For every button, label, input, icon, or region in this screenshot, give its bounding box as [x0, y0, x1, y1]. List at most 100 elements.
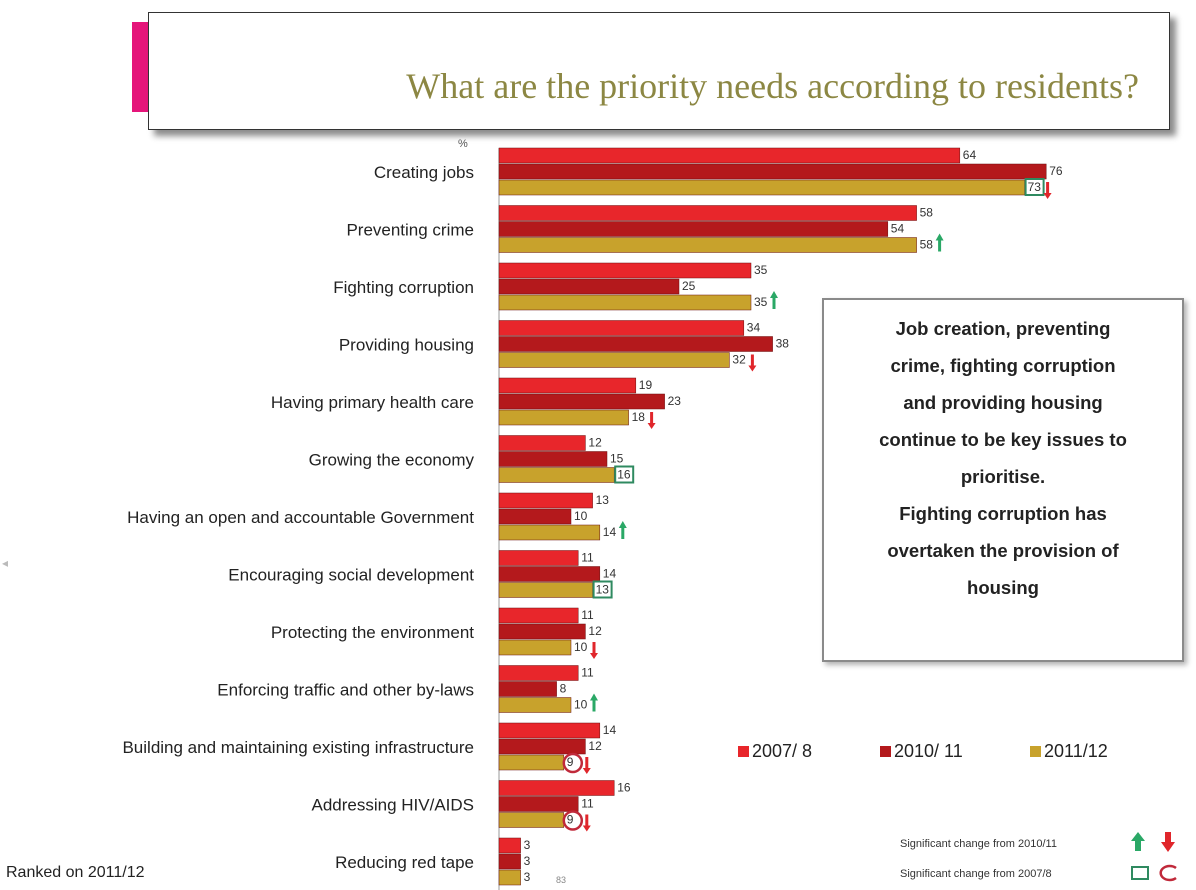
- data-label: 3: [524, 854, 531, 868]
- category-label: Growing the economy: [309, 451, 475, 470]
- data-label: 19: [639, 378, 653, 392]
- data-label: 13: [596, 583, 610, 597]
- note-line: Job creation, preventing: [895, 318, 1111, 339]
- data-label: 32: [732, 353, 746, 367]
- data-label: 58: [920, 238, 934, 252]
- bar: [498, 607, 579, 624]
- bar: [498, 582, 593, 598]
- data-label: 11: [581, 797, 594, 811]
- data-label: 38: [776, 337, 790, 351]
- category-label: Building and maintaining existing infras…: [122, 738, 474, 757]
- bar: [498, 492, 593, 509]
- bar: [498, 639, 572, 656]
- note-box: Job creation, preventing crime, fighting…: [822, 298, 1184, 662]
- bar: [498, 451, 608, 467]
- category-label: Having an open and accountable Governmen…: [127, 508, 474, 527]
- category-label: Enforcing traffic and other by-laws: [217, 681, 474, 700]
- title-box: What are the priority needs according to…: [148, 12, 1170, 130]
- category-label: Addressing HIV/AIDS: [311, 796, 474, 815]
- data-label: 54: [891, 222, 905, 236]
- bar: [498, 566, 601, 582]
- sig-change-2007: Significant change from 2007/8: [900, 868, 1052, 880]
- note-line: housing: [967, 577, 1039, 598]
- note-line: overtaken the provision of: [887, 540, 1119, 561]
- category-label: Protecting the environment: [271, 623, 474, 642]
- down-arrow-icon: [590, 642, 598, 659]
- note-line: prioritise.: [960, 466, 1046, 487]
- note-line: crime, fighting corruption: [890, 355, 1116, 376]
- bar: [498, 393, 665, 410]
- bar: [498, 738, 586, 755]
- category-label: Encouraging social development: [228, 566, 474, 585]
- data-label: 76: [1049, 164, 1063, 178]
- legend-swatch: [738, 746, 749, 757]
- down-arrow-icon: [1043, 182, 1052, 199]
- data-label: 23: [668, 394, 682, 408]
- bar: [498, 409, 629, 426]
- square-icon: [1131, 866, 1149, 880]
- data-label: 11: [581, 608, 594, 622]
- data-label: 11: [581, 666, 594, 680]
- bar: [498, 377, 637, 394]
- data-label: 64: [963, 148, 977, 162]
- data-label: 14: [603, 567, 617, 581]
- down-arrow-icon: [582, 757, 591, 774]
- bar: [498, 550, 579, 566]
- data-label: 12: [588, 739, 602, 753]
- bar: [498, 320, 745, 336]
- legend-item-2011: 2011/12: [1030, 741, 1108, 762]
- bar: [498, 812, 565, 828]
- bar: [498, 796, 579, 812]
- chart-title: What are the priority needs according to…: [406, 66, 1139, 106]
- bar: [498, 147, 961, 164]
- bar: [498, 221, 889, 237]
- data-label: 9: [567, 813, 574, 827]
- legend-label: 2010/ 11: [894, 741, 963, 761]
- category-label: Providing housing: [339, 336, 474, 355]
- bar: [498, 681, 557, 697]
- down-arrow-icon: [647, 412, 656, 429]
- bar: [498, 780, 615, 796]
- bar: [498, 179, 1025, 196]
- legend-swatch: [1030, 746, 1041, 757]
- data-label: 58: [920, 206, 934, 220]
- note-line: continue to be key issues to: [879, 429, 1127, 450]
- bar: [498, 336, 773, 352]
- bar: [498, 294, 752, 311]
- data-label: 9: [567, 755, 574, 769]
- data-label: 10: [574, 640, 588, 654]
- data-label: 11: [581, 551, 594, 565]
- data-label: 35: [754, 263, 768, 277]
- bar: [498, 237, 917, 253]
- data-label: 16: [617, 781, 631, 795]
- bar: [498, 163, 1047, 180]
- sig-box: [614, 465, 635, 484]
- bar: [498, 623, 586, 640]
- bar: [498, 278, 680, 295]
- data-label: 18: [632, 410, 646, 424]
- logo-fragment: [132, 22, 148, 112]
- sig-box: [592, 580, 613, 599]
- circle-icon: [1159, 864, 1177, 882]
- data-label: 15: [610, 452, 624, 466]
- data-label: 8: [560, 682, 567, 696]
- bar: [498, 205, 917, 221]
- up-arrow-icon: [1131, 832, 1145, 851]
- data-label: 12: [588, 624, 602, 638]
- significance-icons: [1131, 832, 1177, 882]
- bar: [498, 524, 601, 541]
- sig-change-2010: Significant change from 2010/11: [900, 838, 1057, 850]
- data-label: 13: [596, 493, 610, 507]
- note-line: Fighting corruption has: [899, 503, 1107, 524]
- bar: [498, 754, 565, 771]
- up-arrow-icon: [770, 291, 778, 309]
- data-label: 25: [682, 279, 696, 293]
- data-label: 16: [617, 468, 631, 482]
- bar: [498, 508, 572, 525]
- data-label: 14: [603, 723, 617, 737]
- note-line: and providing housing: [903, 392, 1103, 413]
- data-label: 10: [574, 698, 588, 712]
- data-label: 35: [754, 295, 768, 309]
- legend-item-2007: 2007/ 8: [738, 741, 812, 762]
